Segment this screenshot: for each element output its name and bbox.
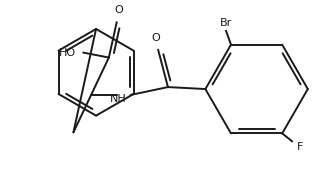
Text: O: O	[152, 33, 160, 43]
Text: NH: NH	[110, 94, 127, 104]
Text: F: F	[297, 142, 303, 152]
Text: HO: HO	[59, 48, 76, 58]
Text: Br: Br	[220, 18, 232, 28]
Text: O: O	[114, 5, 123, 15]
